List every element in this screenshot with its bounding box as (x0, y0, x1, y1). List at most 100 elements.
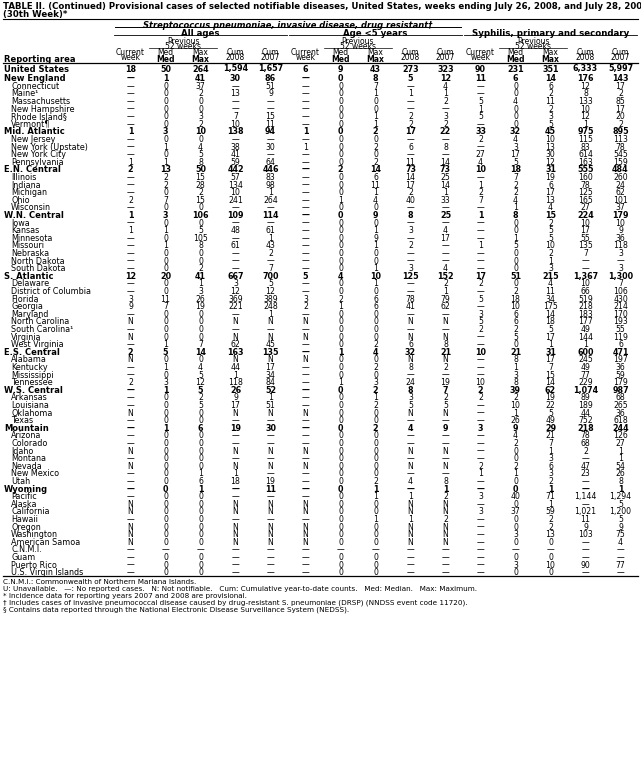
Text: N: N (233, 538, 238, 547)
Text: 5: 5 (478, 295, 483, 304)
Text: 4: 4 (373, 195, 378, 205)
Text: 244: 244 (612, 424, 629, 433)
Text: 2: 2 (513, 188, 518, 197)
Text: —: — (477, 264, 485, 273)
Text: 2: 2 (478, 135, 483, 144)
Text: 14: 14 (545, 310, 556, 318)
Text: 0: 0 (373, 257, 378, 265)
Text: 0: 0 (198, 530, 203, 539)
Text: —: — (302, 454, 310, 463)
Text: 115: 115 (578, 135, 593, 144)
Text: 49: 49 (581, 325, 590, 334)
Text: N: N (408, 461, 413, 471)
Text: —: — (301, 386, 310, 394)
Text: 0: 0 (373, 150, 378, 159)
Text: —: — (477, 522, 485, 531)
Text: 8: 8 (198, 241, 203, 250)
Text: —: — (302, 553, 310, 562)
Text: 3: 3 (408, 393, 413, 402)
Text: —: — (406, 469, 414, 478)
Text: 62: 62 (231, 340, 240, 349)
Text: 471: 471 (612, 348, 629, 357)
Text: N: N (268, 318, 273, 326)
Text: 0: 0 (373, 461, 378, 471)
Text: N: N (233, 530, 238, 539)
Text: N: N (268, 447, 273, 455)
Text: 0: 0 (513, 82, 518, 91)
Text: Med: Med (158, 48, 174, 57)
Text: 5: 5 (198, 371, 203, 379)
Text: 4: 4 (513, 135, 518, 144)
Text: —: — (231, 105, 239, 114)
Text: † Includes cases of invasive pneumococcal disease caused by drug-resistant S. pn: † Includes cases of invasive pneumococca… (3, 600, 467, 606)
Text: 17: 17 (265, 363, 276, 372)
Text: 0: 0 (198, 249, 203, 258)
Text: New York City: New York City (11, 150, 66, 159)
Text: 8: 8 (443, 142, 448, 151)
Text: Georgia: Georgia (11, 302, 43, 311)
Text: 1: 1 (163, 424, 168, 433)
Text: 2: 2 (443, 279, 448, 288)
Text: 163: 163 (228, 348, 244, 357)
Text: 133: 133 (578, 97, 593, 106)
Text: 1: 1 (163, 74, 168, 83)
Text: Illinois: Illinois (11, 173, 37, 182)
Text: 77: 77 (615, 561, 626, 570)
Text: N: N (303, 530, 308, 539)
Text: 0: 0 (163, 105, 168, 114)
Text: 10: 10 (231, 188, 240, 197)
Text: 0: 0 (513, 279, 518, 288)
Text: —: — (302, 477, 310, 486)
Text: 0: 0 (373, 431, 378, 441)
Text: 1: 1 (373, 112, 378, 121)
Text: 179: 179 (613, 378, 628, 387)
Text: 0: 0 (338, 279, 343, 288)
Text: 7: 7 (233, 112, 238, 121)
Text: 1: 1 (373, 226, 378, 235)
Text: 1: 1 (373, 120, 378, 128)
Text: 0: 0 (163, 515, 168, 524)
Text: 1: 1 (233, 469, 238, 478)
Text: —: — (302, 97, 310, 106)
Text: N: N (128, 332, 133, 341)
Text: 1: 1 (513, 234, 518, 243)
Text: 0: 0 (198, 257, 203, 265)
Text: 0: 0 (163, 325, 168, 334)
Text: 1: 1 (408, 515, 413, 524)
Text: 2: 2 (408, 188, 413, 197)
Text: 10: 10 (581, 105, 590, 114)
Text: N: N (443, 332, 448, 341)
Text: —: — (302, 515, 310, 524)
Text: —: — (406, 97, 414, 106)
Text: 1: 1 (618, 447, 623, 455)
Text: 8: 8 (408, 363, 413, 372)
Text: 2007: 2007 (611, 53, 630, 62)
Text: —: — (477, 355, 485, 365)
Text: 36: 36 (615, 234, 626, 243)
Text: —: — (581, 553, 589, 562)
Text: 0: 0 (338, 484, 343, 494)
Text: —: — (477, 530, 485, 539)
Text: 446: 446 (262, 165, 279, 175)
Text: E.N. Central: E.N. Central (4, 165, 61, 175)
Text: 6,333: 6,333 (573, 65, 598, 74)
Text: 2: 2 (443, 363, 448, 372)
Text: Nebraska: Nebraska (11, 249, 49, 258)
Text: —: — (302, 325, 310, 334)
Text: —: — (302, 218, 310, 228)
Text: 5: 5 (618, 515, 623, 524)
Text: 4: 4 (408, 424, 413, 433)
Text: 5: 5 (198, 401, 203, 410)
Text: 21: 21 (545, 431, 556, 441)
Text: 1: 1 (373, 89, 378, 98)
Text: —: — (127, 234, 135, 243)
Text: 231: 231 (507, 65, 524, 74)
Text: 103: 103 (578, 530, 593, 539)
Text: 14: 14 (406, 173, 415, 182)
Text: 1: 1 (198, 484, 203, 494)
Text: 2: 2 (443, 120, 448, 128)
Text: —: — (581, 264, 589, 273)
Text: 0: 0 (198, 447, 203, 455)
Text: 0: 0 (338, 568, 343, 577)
Text: —: — (302, 431, 310, 441)
